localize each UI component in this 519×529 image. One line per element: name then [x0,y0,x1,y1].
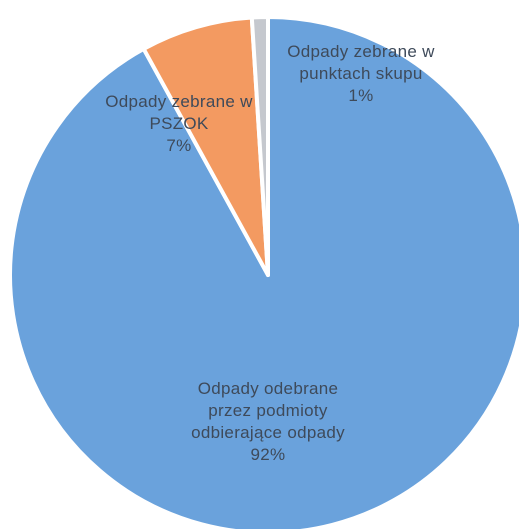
slice-label-line: Odpady zebrane w [105,92,253,111]
slice-label-line: odbierające odpady [191,423,345,442]
slice-percent: 7% [166,136,192,155]
slice-percent: 92% [250,445,286,464]
slice-label-line: punktach skupu [299,64,423,83]
slice-label-line: przez podmioty [208,401,328,420]
slice-label-skupu: Odpady zebrane w punktach skupu 1% [266,41,456,107]
slice-label-line: Odpady zebrane w [287,42,435,61]
slice-label-line: PSZOK [149,114,209,133]
slice-label-odebrane: Odpady odebrane przez podmioty odbierają… [168,378,368,466]
slice-pszok [141,15,270,277]
slice-percent: 1% [348,86,374,105]
slice-skupu [249,15,270,277]
slice-odebrane [8,15,519,529]
slice-label-pszok: Odpady zebrane w PSZOK 7% [84,91,274,157]
slice-label-line: Odpady odebrane [197,379,339,398]
